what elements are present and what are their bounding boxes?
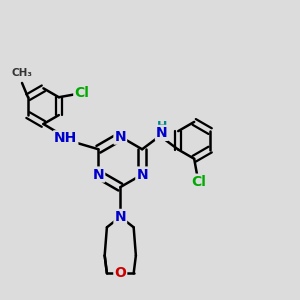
Text: Cl: Cl bbox=[74, 86, 89, 100]
Text: N: N bbox=[115, 210, 126, 224]
Text: N: N bbox=[93, 167, 104, 182]
Text: O: O bbox=[114, 266, 126, 280]
Text: N: N bbox=[156, 126, 168, 140]
Text: N: N bbox=[136, 167, 148, 182]
Text: N: N bbox=[115, 130, 126, 144]
Text: NH: NH bbox=[54, 131, 77, 145]
Text: Cl: Cl bbox=[191, 175, 206, 189]
Text: H: H bbox=[157, 120, 167, 133]
Text: CH₃: CH₃ bbox=[11, 68, 32, 78]
